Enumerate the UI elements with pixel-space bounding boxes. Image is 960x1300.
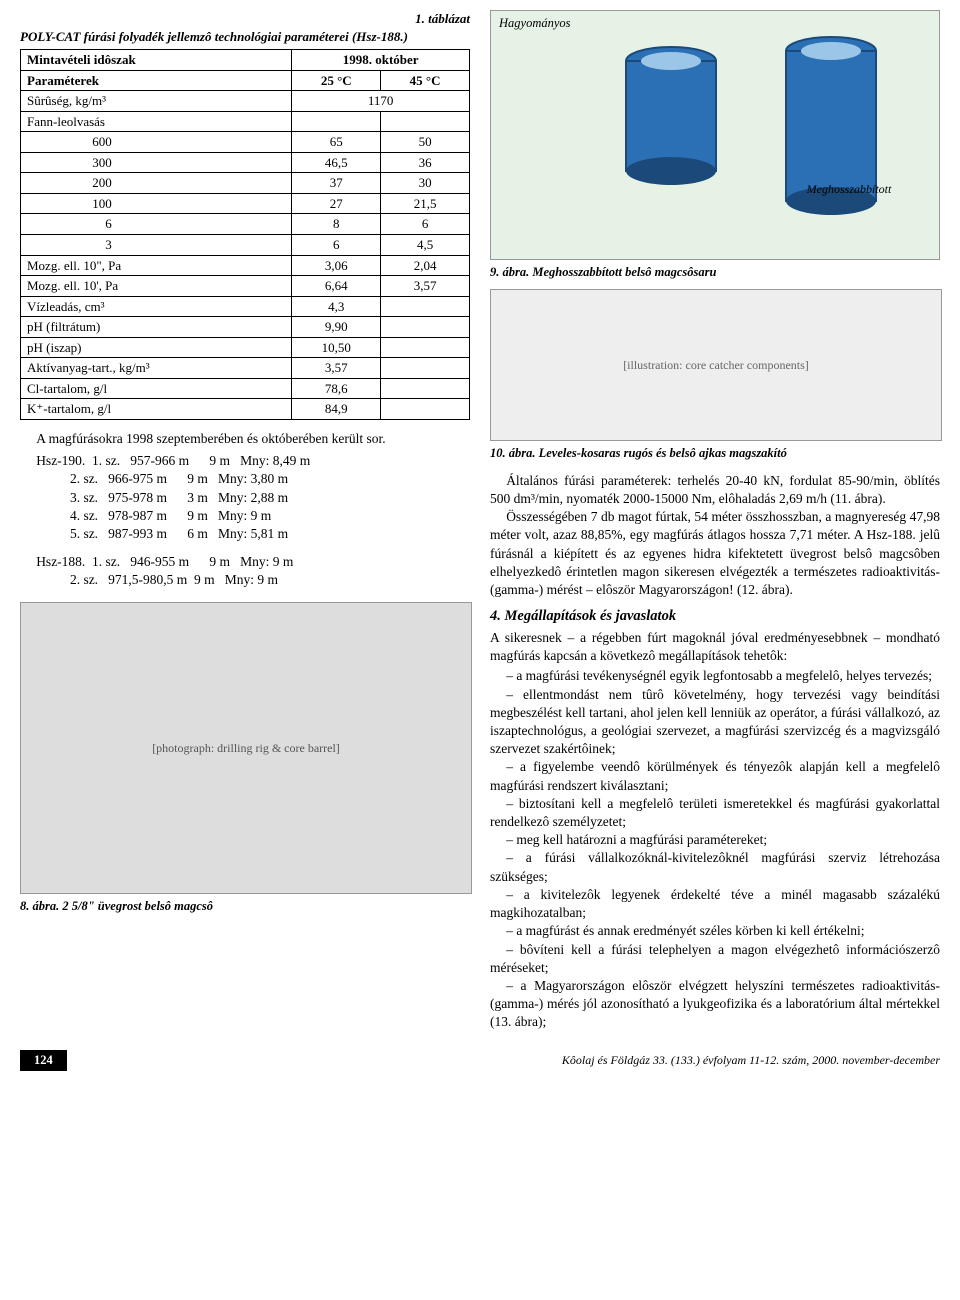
cylinder-extended-icon [771,31,891,231]
figure-8-caption: 8. ábra. 2 5/8" üvegrost belsô magcsô [20,898,470,915]
figure-9-label-hagyomanyos: Hagyományos [499,15,571,32]
right-column: Hagyományos Meghosszabbított 9. ábra. Me… [490,10,940,1032]
table1-caption-block: 1. táblázat POLY-CAT fúrási folyadék jel… [20,10,470,45]
finding-item: – biztosítani kell a megfelelô területi … [490,795,940,831]
para-intro: A magfúrásokra 1998 szeptemberében és ok… [20,430,470,448]
finding-item: – a magfúrást és annak eredményét széles… [490,922,940,940]
drill-row: Hsz-190. 1. sz. 957-966 m 9 m Mny: 8,49 … [36,452,470,470]
finding-item: – bôvíteni kell a fúrási telephelyen a m… [490,941,940,977]
footer-text: Kôolaj és Földgáz 33. (133.) évfolyam 11… [562,1052,940,1068]
drill-row: 5. sz. 987-993 m 6 m Mny: 5,81 m [36,525,470,543]
figure-8-image: [photograph: drilling rig & core barrel] [20,602,472,894]
drill-row: 4. sz. 978-987 m 9 m Mny: 9 m [36,507,470,525]
figure-9-caption: 9. ábra. Meghosszabbított belsô magcsôsa… [490,264,940,281]
finding-item: – a fúrási vállalkozóknál-kivitelezôknél… [490,849,940,885]
finding-item: – meg kell határozni a magfúrási paramét… [490,831,940,849]
figure-9-label-meghosszabbitott: Meghosszabbított [799,181,899,197]
drill-row: 2. sz. 966-975 m 9 m Mny: 3,80 m [36,470,470,488]
drill-row: 3. sz. 975-978 m 3 m Mny: 2,88 m [36,489,470,507]
finding-item: – a kivitelezôk legyenek érdekelté téve … [490,886,940,922]
figure-10-placeholder: [illustration: core catcher components] [623,357,809,373]
hsz188-list: Hsz-188. 1. sz. 946-955 m 9 m Mny: 9 m 2… [36,553,470,589]
figure-9-image: Hagyományos Meghosszabbított [490,10,940,260]
hsz190-list: Hsz-190. 1. sz. 957-966 m 9 m Mny: 8,49 … [36,452,470,543]
page-number: 124 [20,1050,67,1071]
para2: Általános fúrási paraméterek: terhelés 2… [490,472,940,508]
figure-10-image: [illustration: core catcher components] [490,289,942,441]
figure-8-placeholder: [photograph: drilling rig & core barrel] [152,740,340,756]
figure-10-caption: 10. ábra. Leveles-kosaras rugós és belsô… [490,445,940,462]
drill-row: Hsz-188. 1. sz. 946-955 m 9 m Mny: 9 m [36,553,470,571]
finding-item: – ellentmondást nem tûrô követelmény, ho… [490,686,940,759]
finding-item: – a Magyarországon elôször elvégzett hel… [490,977,940,1032]
para3: Összességében 7 db magot fúrtak, 54 méte… [490,508,940,599]
right-body: Általános fúrási paraméterek: terhelés 2… [490,472,940,1032]
section-4-title: 4. Megállapítások és javaslatok [490,607,940,627]
cylinder-traditional-icon [611,41,731,201]
figure-8: [photograph: drilling rig & core barrel]… [20,602,470,915]
table1: Mintavételi idôszak1998. októberParaméte… [20,49,470,420]
para1: A magfúrásokra 1998 szeptemberében és ok… [20,430,470,448]
para4: A sikeresnek – a régebben fúrt magoknál … [490,629,940,665]
findings-list: – a magfúrási tevékenységnél egyik legfo… [490,667,940,1031]
finding-item: – a magfúrási tevékenységnél egyik legfo… [490,667,940,685]
finding-item: – a figyelembe veendô körülmények és tén… [490,758,940,794]
table1-number: 1. táblázat [20,10,470,28]
table1-caption: POLY-CAT fúrási folyadék jellemzô techno… [20,28,470,46]
left-column: 1. táblázat POLY-CAT fúrási folyadék jel… [20,10,470,1032]
page-footer: 124 Kôolaj és Földgáz 33. (133.) évfolya… [20,1050,940,1071]
drill-row: 2. sz. 971,5-980,5 m 9 m Mny: 9 m [36,571,470,589]
